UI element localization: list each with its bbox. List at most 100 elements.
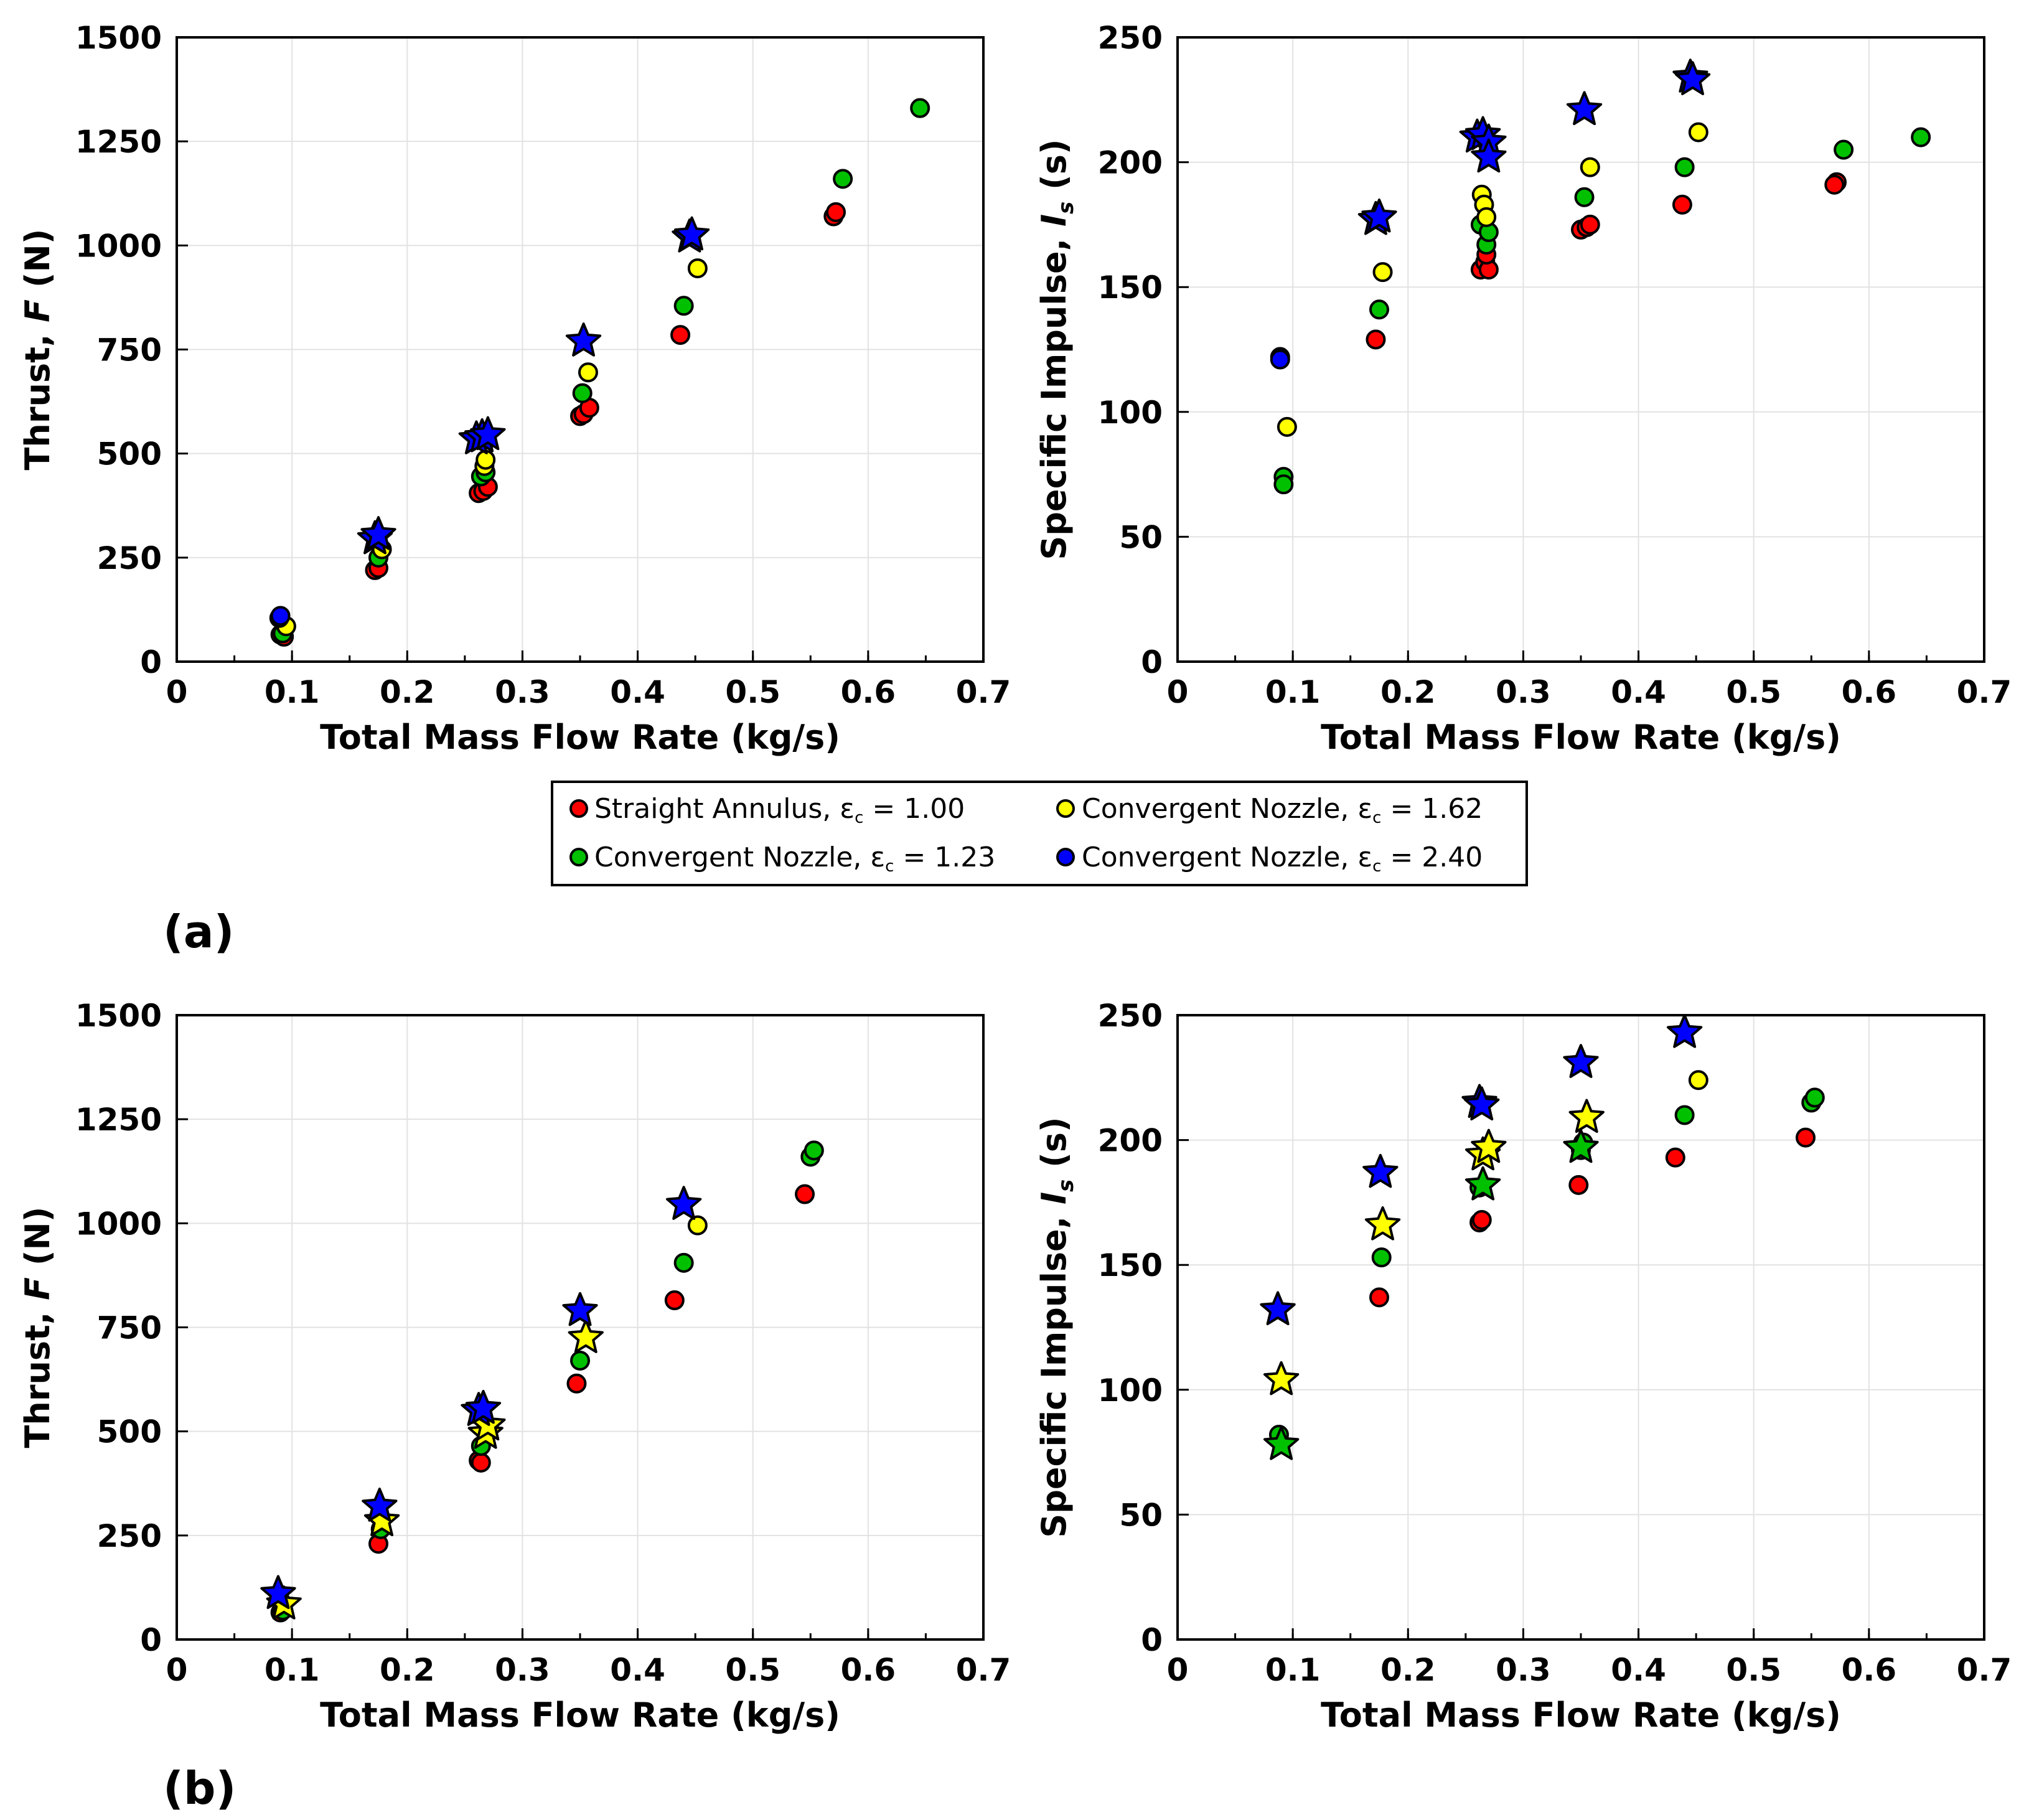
x-tick-label: 0 [1167,674,1189,710]
data-point [1369,299,1389,320]
data-point [1688,122,1708,143]
y-tick-label: 750 [97,1310,162,1346]
x-tick-label: 0.4 [1611,674,1666,710]
data-point [1688,1070,1708,1091]
data-point [1273,474,1294,495]
x-tick-label: 0.5 [725,674,780,710]
data-point-star [666,1186,702,1220]
data-point [572,383,593,403]
y-tick-label: 100 [1098,395,1163,431]
x-tick-label: 0 [166,674,188,710]
data-point-star [1464,1086,1500,1121]
legend-item-conv162: Convergent Nozzle, εc = 1.62 [1056,793,1483,827]
legend-label-conv240: Convergent Nozzle, εc = 2.40 [1082,842,1483,876]
data-point [1476,207,1497,227]
x-tick-label: 0.5 [1726,674,1781,710]
legend-item-conv123: Convergent Nozzle, εc = 1.23 [569,842,995,876]
data-point-star [362,1488,398,1522]
plot-frame [176,36,985,663]
data-point [1371,1247,1392,1268]
data-point [670,325,691,345]
data-point [804,1140,824,1161]
data-point [826,202,846,222]
chart-b-thrust: 0 0.1 0.2 0.3 0.4 0.5 0.6 0.7 0 250 500 750 1000 1250… [18,998,1011,1735]
chart-a-thrust: 0 0.1 0.2 0.3 0.4 0.5 0.6 0.7 0 250 500 750 1000 1250… [18,20,1011,757]
data-point-star [1362,1153,1399,1188]
data-point-star [565,322,602,357]
x-tick-label: 0.6 [841,674,896,710]
plot-frame [1176,36,1985,663]
data-point [1366,329,1386,350]
x-tick-label: 0.4 [1611,1652,1666,1688]
data-point [1804,1087,1825,1108]
x-axis-label: Total Mass Flow Rate (kg/s) [320,1696,840,1735]
x-tick-label: 0.2 [1380,1652,1436,1688]
data-point-star [562,1292,598,1326]
data-point [1277,416,1297,437]
y-tick-label: 1500 [75,20,162,56]
x-tick-label: 0.7 [1957,674,2012,710]
data-point [1672,194,1692,215]
y-tick-label: 1250 [75,1102,162,1138]
x-axis-label: Total Mass Flow Rate (kg/s) [1321,718,1841,757]
y-tick-label: 500 [97,436,162,472]
y-tick-label: 1000 [75,228,162,264]
x-tick-label: 0.5 [725,1652,780,1688]
y-tick-label: 0 [1141,1622,1163,1658]
chart-b-isp: 0 0.1 0.2 0.3 0.4 0.5 0.6 0.7 0 50 100 150 200 250 Tot… [1034,998,2012,1735]
y-tick-label: 50 [1119,1497,1163,1533]
x-tick-label: 0.2 [380,1652,435,1688]
data-point [471,1452,491,1473]
data-point-star [1364,1206,1401,1241]
y-tick-label: 200 [1098,145,1163,181]
data-point [1580,157,1600,177]
x-tick-label: 0.2 [1380,674,1436,710]
data-point-star [1465,1166,1501,1201]
data-point-star [1566,91,1603,125]
data-point [1574,187,1595,207]
data-point [1796,1127,1816,1148]
y-tick-label: 0 [140,644,162,680]
chart-a-isp: 0 0.1 0.2 0.3 0.4 0.5 0.6 0.7 0 50 100 150 200 250 Tot… [1034,20,2012,757]
data-point [1834,139,1854,160]
legend-box [551,781,1528,886]
y-tick-label: 200 [1098,1123,1163,1159]
x-tick-label: 0.6 [841,1652,896,1688]
data-point [833,169,853,189]
data-point [566,1373,587,1394]
x-tick-label: 0.2 [380,674,435,710]
x-tick-label: 0.3 [495,674,550,710]
data-point [687,258,708,279]
legend-label-conv162: Convergent Nozzle, εc = 1.62 [1082,793,1483,827]
data-point [687,1215,708,1236]
legend-marker-straight [569,799,588,818]
panel-label-a: (a) [163,906,234,958]
y-tick-label: 150 [1098,1247,1163,1283]
data-point [1674,1105,1695,1125]
data-point-star [1471,1128,1507,1163]
data-point-star [568,1319,604,1353]
x-tick-label: 0.6 [1842,1652,1897,1688]
x-tick-label: 0.1 [1265,674,1321,710]
legend-item-conv240: Convergent Nozzle, εc = 2.40 [1056,842,1483,876]
legend-label-conv123: Convergent Nozzle, εc = 1.23 [594,842,995,876]
data-point-star [674,216,710,251]
y-tick-label: 250 [1098,20,1163,56]
data-point [1270,349,1290,370]
x-tick-label: 0.5 [1726,1652,1781,1688]
y-axis-label: Thrust, F (N) [18,229,57,471]
y-tick-label: 50 [1119,519,1163,555]
y-tick-label: 1250 [75,124,162,160]
plot-area [1178,1015,1984,1639]
legend-marker-conv162 [1056,799,1075,818]
plot-frame [176,1014,985,1641]
plot-area [1178,37,1984,662]
data-point-star [1568,1099,1605,1133]
x-axis-label: Total Mass Flow Rate (kg/s) [1321,1696,1841,1735]
data-point-star [1563,1128,1599,1163]
y-tick-label: 1000 [75,1206,162,1242]
x-tick-label: 0.3 [1496,674,1551,710]
y-tick-label: 0 [140,1622,162,1658]
data-point-star [260,1575,296,1610]
